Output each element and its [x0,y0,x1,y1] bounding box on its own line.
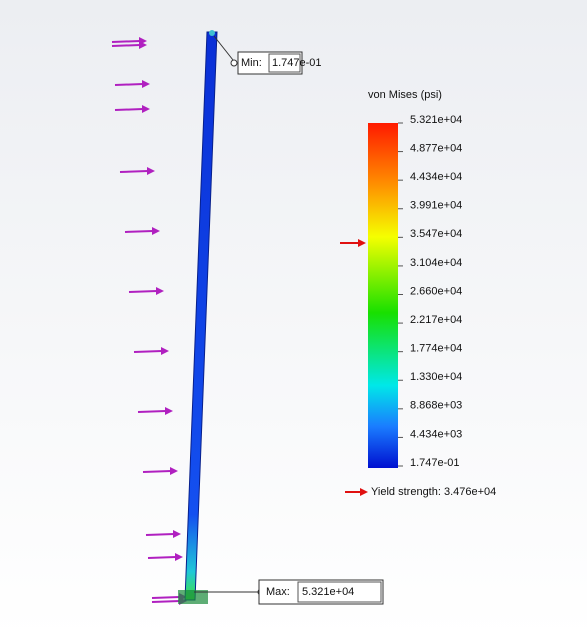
load-arrow [112,41,140,42]
min-pin [231,60,237,66]
legend-label: 1.330e+04 [410,371,462,383]
color-bar [368,123,398,468]
load-arrow [152,597,180,598]
background [0,0,587,638]
load-arrow [138,411,166,412]
legend-label: 8.868e+03 [410,400,462,412]
legend-label: 2.217e+04 [410,314,462,326]
load-arrow [152,601,180,602]
load-arrow [143,471,171,472]
min-label: Min: [241,57,262,69]
yield-label: Yield strength: 3.476e+04 [371,486,496,498]
load-arrow [115,109,143,110]
legend-label: 2.660e+04 [410,285,462,297]
max-label: Max: [266,586,290,598]
legend-label: 1.747e-01 [410,457,460,469]
viewport: Min: 1.747e-01 Max: 5.321e+04 von Mises … [0,0,587,638]
load-arrow [134,351,162,352]
legend-title: von Mises (psi) [368,89,442,101]
legend-label: 3.991e+04 [410,200,462,212]
legend-label: 3.104e+04 [410,257,462,269]
load-arrow [125,231,153,232]
load-arrow [146,534,174,535]
max-value: 5.321e+04 [302,586,354,598]
legend-label: 4.877e+04 [410,142,462,154]
min-value: 1.747e-01 [272,57,322,69]
legend-label: 4.434e+03 [410,428,462,440]
load-arrow [129,291,157,292]
legend-label: 1.774e+04 [410,343,462,355]
load-arrow [112,45,140,46]
legend-label: 5.321e+04 [410,114,462,126]
load-arrow [148,557,176,558]
legend-label: 4.434e+04 [410,171,462,183]
beam-top [209,30,215,36]
load-arrow [120,171,148,172]
legend-label: 3.547e+04 [410,228,462,240]
load-arrow [115,84,143,85]
